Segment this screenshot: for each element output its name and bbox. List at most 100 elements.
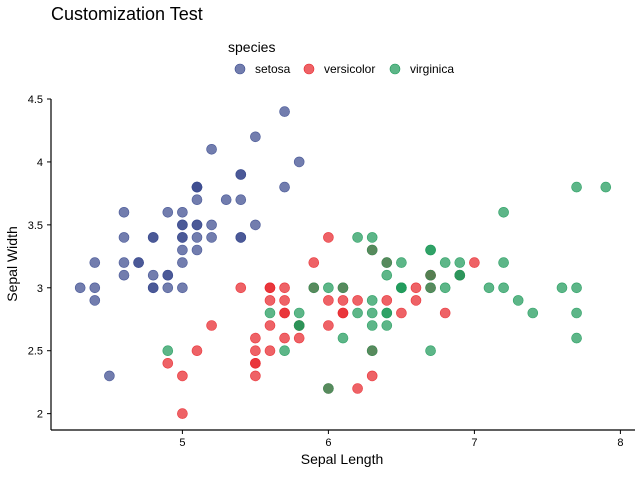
point-versicolor-47: [352, 295, 363, 306]
legend-label-versicolor: versicolor: [324, 62, 375, 76]
point-versicolor-13: [337, 295, 349, 306]
point-versicolor-46: [279, 295, 290, 306]
point-virginica-36: [366, 232, 378, 243]
point-setosa-8: [89, 295, 101, 306]
point-virginica-7: [512, 295, 524, 306]
point-setosa-47: [118, 257, 130, 268]
point-virginica-33: [366, 307, 378, 319]
point-virginica-12: [439, 282, 451, 294]
point-setosa-21: [191, 194, 203, 205]
point-virginica-14: [293, 307, 305, 319]
y-tick-label: 3.5: [28, 220, 43, 232]
point-versicolor-34: [235, 282, 247, 294]
point-setosa-26: [177, 232, 188, 243]
point-versicolor-8: [410, 295, 422, 306]
point-setosa-29: [133, 257, 144, 268]
legend-title: species: [228, 39, 275, 55]
legend-items: setosa versicolor virginica: [234, 62, 454, 76]
point-versicolor-44: [264, 320, 276, 331]
y-tick-label: 4.5: [28, 94, 43, 106]
point-setosa-30: [147, 269, 159, 281]
point-setosa-31: [235, 232, 247, 243]
point-versicolor-43: [177, 370, 188, 382]
point-virginica-47: [396, 282, 407, 294]
point-versicolor-14: [264, 295, 276, 306]
point-setosa-37: [162, 207, 174, 218]
point-setosa-24: [147, 232, 159, 243]
point-versicolor-20: [308, 257, 320, 268]
point-versicolor-39: [250, 345, 261, 357]
point-virginica-41: [454, 269, 466, 281]
point-versicolor-19: [264, 345, 276, 357]
y-tick-label: 3: [37, 283, 43, 295]
point-virginica-18: [571, 332, 582, 344]
point-virginica-44: [425, 244, 436, 256]
point-virginica-19: [323, 383, 334, 394]
point-setosa-13: [74, 282, 86, 294]
point-virginica-5: [556, 282, 568, 294]
point-virginica-17: [571, 181, 582, 193]
axes: 5 6 7 8 2 2.5 3 3.5 4 4.5: [28, 94, 635, 449]
point-versicolor-35: [323, 232, 334, 243]
point-versicolor-0: [469, 257, 480, 268]
chart-title: Customization Test: [51, 4, 203, 24]
point-setosa-43: [177, 219, 188, 231]
point-virginica-22: [571, 307, 582, 319]
point-setosa-16: [235, 169, 247, 180]
point-versicolor-33: [323, 320, 334, 331]
point-virginica-11: [381, 320, 393, 331]
legend-marker-virginica: [389, 63, 401, 75]
point-setosa-23: [191, 244, 203, 256]
point-versicolor-48: [191, 345, 203, 357]
x-tick-label: 6: [325, 437, 331, 449]
y-tick-label: 2.5: [28, 346, 43, 358]
point-setosa-1: [162, 282, 174, 294]
point-versicolor-18: [352, 383, 363, 394]
point-versicolor-3: [250, 370, 261, 382]
y-axis-title: Sepal Width: [4, 226, 20, 301]
point-versicolor-28: [323, 295, 334, 306]
point-versicolor-40: [250, 332, 261, 344]
legend-marker-versicolor: [303, 63, 315, 75]
x-axis-title: Sepal Length: [301, 451, 384, 467]
point-virginica-49: [308, 282, 320, 294]
point-virginica-2: [483, 282, 495, 294]
x-ticks: 5 6 7 8: [179, 430, 623, 449]
x-tick-label: 5: [179, 437, 185, 449]
point-setosa-34: [162, 269, 174, 281]
legend-label-virginica: virginica: [410, 62, 454, 76]
point-setosa-41: [104, 370, 115, 382]
point-setosa-17: [191, 219, 203, 231]
point-virginica-9: [498, 207, 509, 218]
point-setosa-35: [177, 257, 188, 268]
point-versicolor-45: [279, 282, 290, 294]
point-virginica-8: [425, 345, 436, 357]
point-versicolor-7: [162, 357, 174, 369]
point-versicolor-23: [337, 307, 349, 319]
point-setosa-46: [191, 181, 203, 193]
point-versicolor-4: [396, 307, 407, 319]
data-points: [74, 106, 612, 419]
point-versicolor-25: [410, 282, 422, 294]
point-virginica-23: [366, 320, 378, 331]
point-virginica-45: [425, 282, 436, 294]
point-setosa-48: [220, 194, 232, 205]
point-virginica-42: [293, 320, 305, 331]
point-virginica-37: [381, 269, 393, 281]
point-setosa-45: [147, 282, 159, 294]
point-versicolor-10: [177, 408, 188, 419]
point-virginica-43: [439, 257, 451, 268]
point-virginica-13: [279, 345, 290, 357]
point-virginica-31: [600, 181, 612, 193]
legend-marker-setosa: [234, 63, 246, 75]
point-setosa-32: [206, 144, 217, 155]
point-setosa-38: [89, 282, 101, 294]
point-setosa-10: [235, 194, 247, 205]
point-setosa-42: [89, 257, 101, 268]
point-versicolor-42: [293, 332, 305, 344]
point-setosa-33: [250, 131, 261, 143]
point-setosa-27: [206, 219, 217, 231]
point-virginica-40: [425, 269, 436, 281]
y-tick-label: 4: [37, 157, 43, 169]
